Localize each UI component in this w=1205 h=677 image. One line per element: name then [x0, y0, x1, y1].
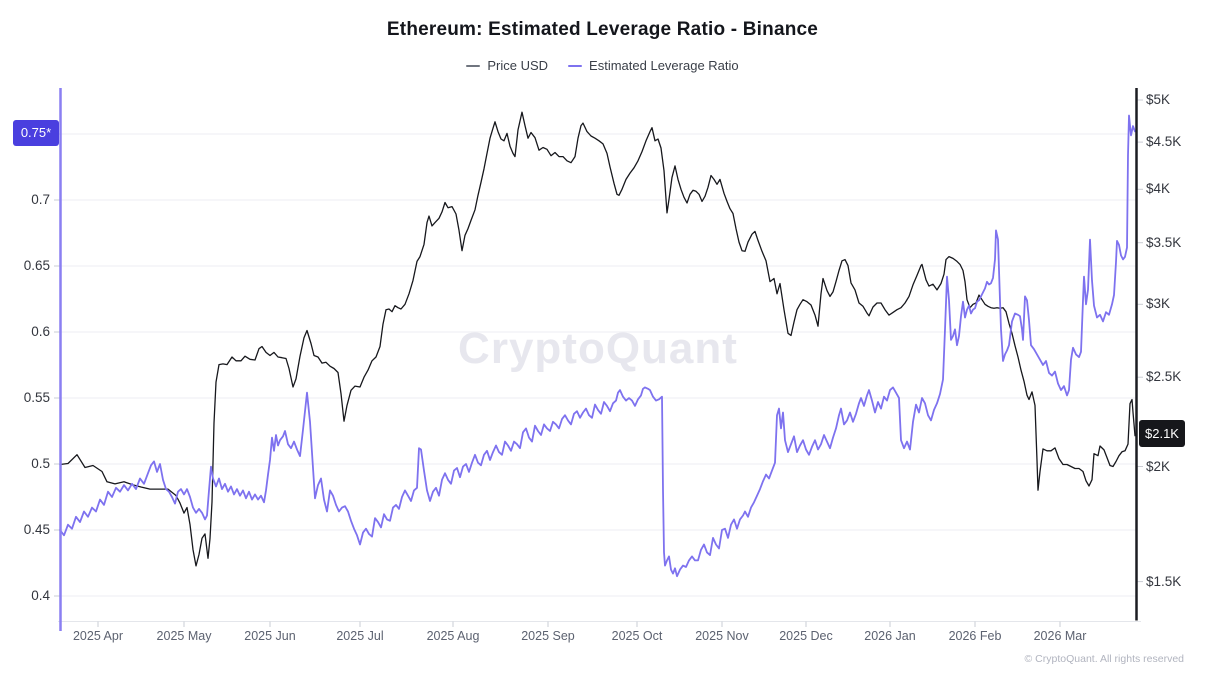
x-axis-month-label: 2025 Apr: [72, 629, 124, 643]
x-axis-month-label: 2025 May: [156, 629, 212, 643]
legend-item-estimated-leverage-ratio[interactable]: Estimated Leverage Ratio: [568, 58, 739, 73]
right-axis-tick-label: $3.5K: [1146, 234, 1182, 250]
x-axis-month-label: 2026 Mar: [1033, 629, 1087, 643]
left-axis-tick-label: 0.4: [31, 588, 50, 603]
x-axis-month-label: 2026 Jan: [864, 629, 916, 643]
right-axis-tick-label: $2K: [1146, 458, 1171, 474]
left-axis-tick-label: 0.45: [23, 522, 50, 537]
right-axis-tick-label: $3K: [1146, 296, 1171, 312]
legend-item-price-usd[interactable]: Price USD: [466, 58, 548, 73]
legend: Price USD Estimated Leverage Ratio: [0, 58, 1205, 73]
legend-label-price-usd: Price USD: [487, 58, 549, 73]
x-axis-month-label: 2026 Feb: [948, 629, 1002, 643]
right-axis-tick-label: $4K: [1146, 181, 1171, 197]
x-axis-month-label: 2025 Oct: [611, 629, 663, 643]
legend-label-estimated-leverage-ratio: Estimated Leverage Ratio: [589, 58, 739, 73]
copyright-notice: © CryptoQuant. All rights reserved: [1024, 653, 1184, 665]
left-axis-tick-label: 0.55: [23, 390, 50, 405]
price-line-swatch: [466, 64, 481, 67]
x-axis-month-label: 2025 Nov: [695, 629, 749, 643]
right-axis-tick-label: $2.5K: [1146, 369, 1182, 385]
left-axis-tick-label: 0.6: [31, 324, 50, 339]
left-axis-tick-label: 0.65: [23, 258, 50, 273]
x-axis-month-label: 2025 Jul: [336, 629, 384, 643]
right-axis-tick-label: $4.5K: [1146, 134, 1182, 150]
x-axis-month-label: 2025 Jun: [244, 629, 296, 643]
right-axis-tick-label: $5K: [1146, 92, 1171, 107]
left-axis-tick-label: 0.7: [31, 192, 50, 207]
chart-title: Ethereum: Estimated Leverage Ratio - Bin…: [386, 19, 819, 40]
left-axis-tick-label: 0.5: [31, 456, 50, 471]
x-axis-month-label: 2025 Aug: [426, 629, 480, 643]
x-axis-month-label: 2025 Sep: [521, 629, 575, 643]
series-line-price-usd: [59, 111, 1136, 567]
x-axis-month-label: 2025 Dec: [779, 629, 833, 643]
leverage-line-swatch: [568, 64, 583, 67]
series-line-estimated-leverage-ratio: [59, 114, 1136, 578]
right-axis-tick-label: $1.5K: [1146, 573, 1182, 589]
right-axis-last-value-badge: $2.1K: [1139, 420, 1185, 447]
left-axis-last-value-badge: 0.75*: [13, 120, 59, 146]
